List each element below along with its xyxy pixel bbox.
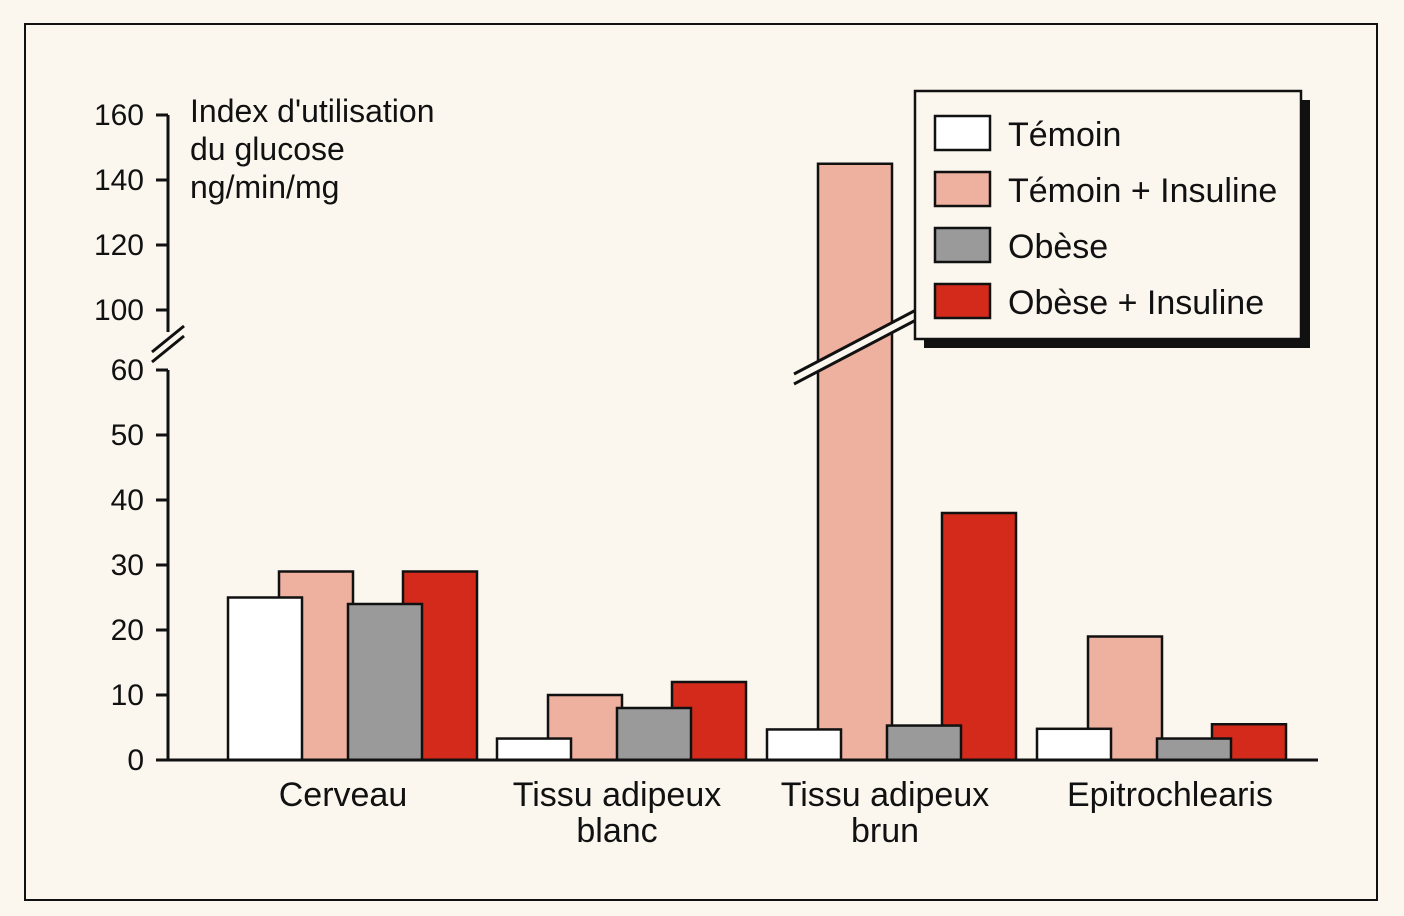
- bar-obese: [346, 602, 424, 762]
- bar-obese: [885, 724, 963, 762]
- legend-label: Témoin + Insuline: [1008, 172, 1277, 210]
- y-axis-title-line: Index d'utilisation: [190, 93, 434, 129]
- y-tick-label: 40: [111, 484, 144, 517]
- y-tick-label: 50: [111, 419, 144, 452]
- legend-label: Obèse: [1008, 228, 1108, 266]
- y-tick-label: 0: [127, 744, 144, 777]
- y-tick-label: 10: [111, 679, 144, 712]
- y-axis: 0 10 20 30 40 50 60 100 120 140 160: [94, 99, 185, 777]
- bar-obese: [615, 706, 693, 762]
- legend-swatch: [933, 226, 992, 264]
- bar-temoin: [495, 737, 573, 762]
- y-tick-label: 100: [94, 294, 144, 327]
- y-tick-label: 160: [94, 99, 144, 132]
- bar-break-gap: [794, 310, 916, 384]
- legend-swatch: [933, 170, 992, 208]
- category-label: Tissu adipeux: [781, 776, 990, 814]
- legend-label: Obèse + Insuline: [1008, 284, 1264, 322]
- axis-break-mark: [151, 324, 185, 354]
- y-tick-label: 60: [111, 354, 144, 387]
- legend: Témoin Témoin + Insuline Obèse Obèse + Insu…: [913, 89, 1310, 348]
- y-tick-label: 30: [111, 549, 144, 582]
- bar-obese-insuline: [940, 511, 1018, 762]
- bar-temoin-insuline: [816, 162, 894, 762]
- bar-temoin: [765, 728, 843, 762]
- y-axis-title-line: ng/min/mg: [190, 169, 339, 205]
- y-tick-label: 140: [94, 164, 144, 197]
- legend-swatch: [933, 282, 992, 320]
- bars: [226, 162, 1288, 762]
- category-label: Cerveau: [279, 776, 408, 814]
- bar-break-mark: [793, 308, 917, 376]
- legend-swatch: [933, 114, 992, 152]
- bar-temoin: [226, 596, 304, 762]
- axis-break-mark: [151, 334, 185, 364]
- bar-break-mark: [793, 318, 917, 386]
- y-tick-label: 120: [94, 229, 144, 262]
- y-tick-label: 20: [111, 614, 144, 647]
- y-axis-title-line: du glucose: [190, 131, 345, 167]
- bar-obese: [1155, 737, 1233, 762]
- category-label: Tissu adipeux: [513, 776, 722, 814]
- category-label: Epitrochlearis: [1067, 776, 1273, 814]
- bar-temoin: [1035, 727, 1113, 762]
- legend-label: Témoin: [1008, 116, 1121, 154]
- category-label: blanc: [576, 812, 657, 850]
- category-label: brun: [851, 812, 919, 850]
